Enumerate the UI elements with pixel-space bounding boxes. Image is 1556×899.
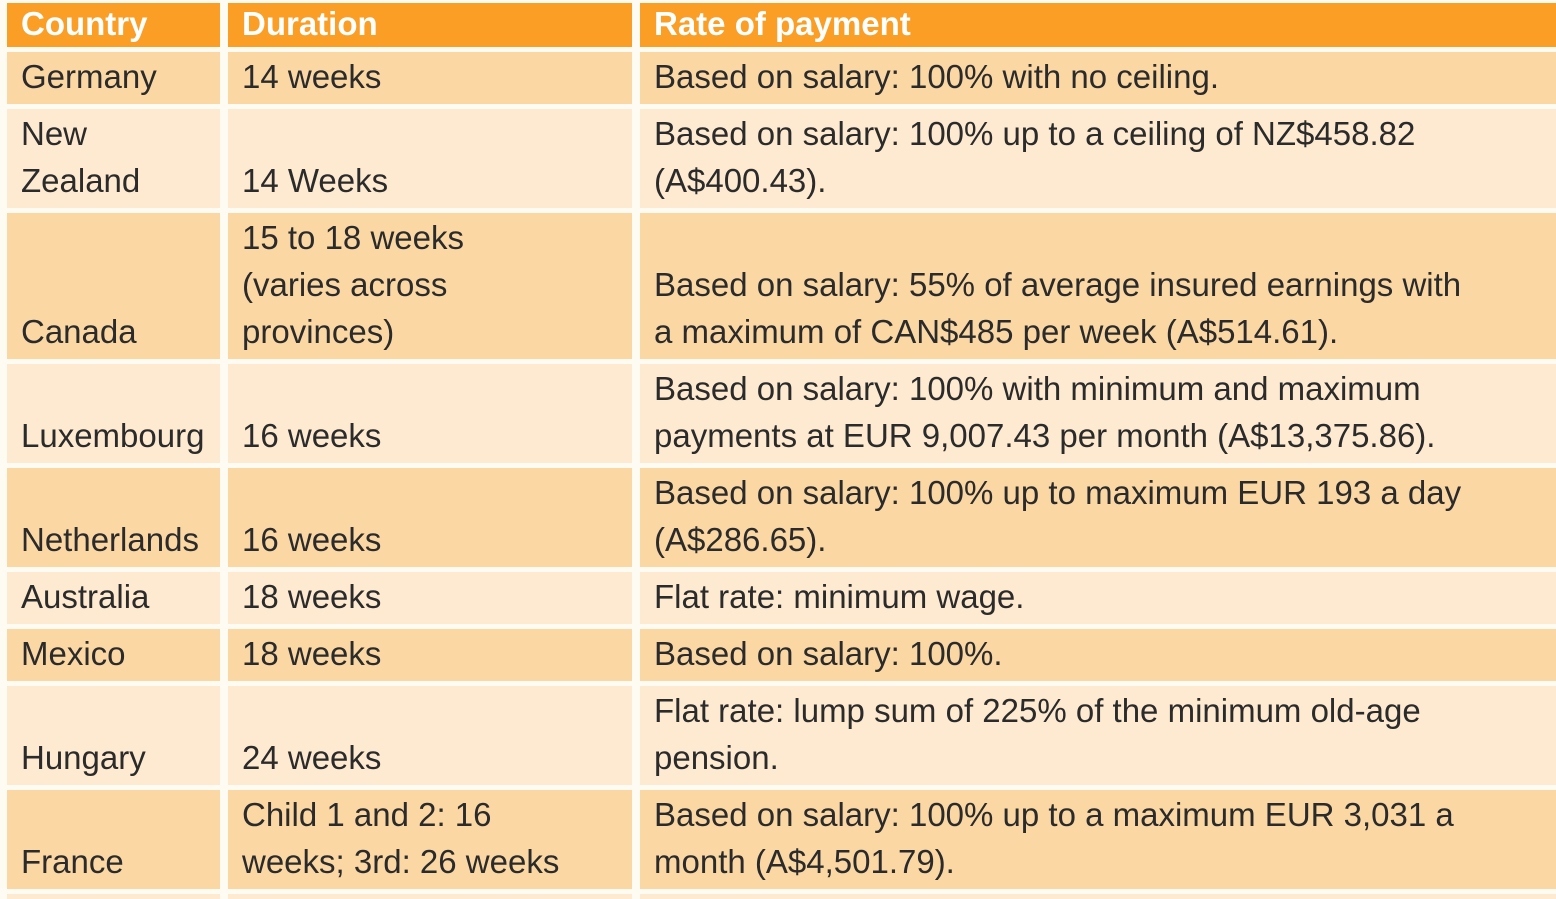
cell-country: Mexico (0, 629, 228, 686)
cell-country: Australia (0, 572, 228, 629)
table-row: USANo paid parental leaveNo paid parenta… (0, 894, 1556, 899)
column-header-country: Country (0, 0, 228, 52)
table-body: Germany 14 weeks Based on salary: 100% wit… (0, 52, 1556, 899)
table-row: Germany 14 weeks Based on salary: 100% wit… (0, 52, 1556, 109)
cell-rate: Based on salary: 100% with no ceiling. (640, 52, 1556, 109)
cell-rate: No paid parental leave scheme. (640, 894, 1556, 899)
cell-duration: 18 weeks (228, 572, 640, 629)
cell-rate: Based on salary: 100% up to a ceiling of… (640, 109, 1556, 213)
cell-rate: Flat rate: lump sum of 225% of the minim… (640, 686, 1556, 790)
column-header-duration: Duration (228, 0, 640, 52)
table-header: Country Duration Rate of payment (0, 0, 1556, 52)
table-row: New Zealand 14 Weeks Based on salary: 100%… (0, 109, 1556, 213)
table-row: Mexico 18 weeks Based on salary: 100%. (0, 629, 1556, 686)
table-row: Canada 15 to 18 weeks (varies across prov… (0, 213, 1556, 364)
cell-duration: 14 Weeks (228, 109, 640, 213)
cell-country: USA (0, 894, 228, 899)
cell-country: Germany (0, 52, 228, 109)
cell-rate: Based on salary: 100%. (640, 629, 1556, 686)
cell-country: France (0, 790, 228, 894)
table-row: Australia 18 weeks Flat rate: minimum wage… (0, 572, 1556, 629)
cell-rate: Based on salary: 100% up to maximum EUR … (640, 468, 1556, 572)
cell-country: New Zealand (0, 109, 228, 213)
table-row: Netherlands 16 weeks Based on salary: 100%… (0, 468, 1556, 572)
cell-rate: Flat rate: minimum wage. (640, 572, 1556, 629)
cell-rate: Based on salary: 55% of average insured … (640, 213, 1556, 364)
cell-duration: No paid parental leave (228, 894, 640, 899)
table-row: Luxembourg 16 weeks Based on salary: 100% … (0, 364, 1556, 468)
column-header-rate: Rate of payment (640, 0, 1556, 52)
table-row: Hungary 24 weeks Flat rate: lump sum of 22… (0, 686, 1556, 790)
cell-country: Canada (0, 213, 228, 364)
cell-duration: Child 1 and 2: 16 weeks; 3rd: 26 weeks (228, 790, 640, 894)
cell-country: Hungary (0, 686, 228, 790)
cell-duration: 15 to 18 weeks (varies across provinces) (228, 213, 640, 364)
cell-country: Netherlands (0, 468, 228, 572)
cell-duration: 16 weeks (228, 468, 640, 572)
cell-duration: 16 weeks (228, 364, 640, 468)
cell-country: Luxembourg (0, 364, 228, 468)
cell-duration: 24 weeks (228, 686, 640, 790)
cell-duration: 14 weeks (228, 52, 640, 109)
cell-rate: Based on salary: 100% up to a maximum EU… (640, 790, 1556, 894)
cell-duration: 18 weeks (228, 629, 640, 686)
header-row: Country Duration Rate of payment (0, 0, 1556, 52)
cell-rate: Based on salary: 100% with minimum and m… (640, 364, 1556, 468)
table-row: France Child 1 and 2: 16 weeks; 3rd: 26 w… (0, 790, 1556, 894)
